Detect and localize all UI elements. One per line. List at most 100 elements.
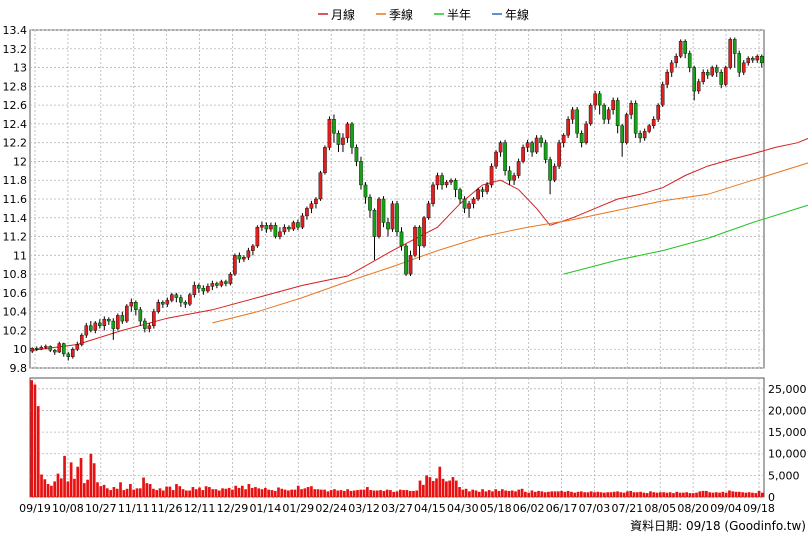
volume-bar — [43, 479, 47, 497]
candle-body — [651, 118, 656, 126]
volume-tick-label: 20,000 — [768, 404, 807, 417]
volume-bar — [734, 491, 738, 497]
volume-bar — [336, 490, 340, 497]
volume-bar — [682, 492, 685, 497]
price-tick-label: 10 — [13, 343, 27, 356]
volume-bar — [530, 490, 534, 497]
source-note: 資料日期: 09/18 (Goodinfo.tw) — [630, 519, 806, 533]
candle-body — [48, 346, 53, 351]
volume-bar — [494, 489, 498, 497]
candle-body — [449, 180, 453, 183]
candle-body — [399, 231, 404, 247]
volume-bar — [540, 491, 544, 497]
volume-bar — [106, 488, 109, 497]
price-tick-label: 12.6 — [3, 99, 28, 112]
date-tick-label: 09/18 — [743, 502, 775, 515]
price-tick-label: 10.2 — [3, 324, 28, 337]
date-tick-label: 04/15 — [414, 502, 446, 515]
candle-body — [170, 294, 174, 301]
date-tick-label: 04/30 — [447, 502, 479, 515]
candle-body — [129, 302, 134, 307]
volume-bar — [639, 491, 642, 497]
candle-body — [692, 67, 697, 92]
volume-bar — [461, 489, 465, 497]
candle-body — [588, 104, 593, 125]
volume-bar — [728, 490, 731, 497]
volume-bar — [583, 492, 586, 497]
volume-bar — [481, 489, 484, 497]
candle-body — [647, 125, 651, 132]
volume-bar — [148, 484, 152, 497]
volume-bar — [412, 490, 415, 497]
volume-bar — [524, 491, 527, 497]
candle-body — [197, 285, 201, 289]
volume-bar — [675, 491, 679, 497]
volume-bar — [642, 492, 646, 497]
volume-bar — [310, 486, 313, 497]
candle-body — [755, 56, 760, 61]
volume-bar — [382, 490, 386, 497]
volume-bar — [751, 492, 754, 497]
volume-bar — [711, 492, 715, 497]
candle-body — [336, 133, 341, 145]
volume-bar — [451, 477, 455, 497]
price-tick-label: 11 — [13, 249, 27, 262]
volume-bar — [102, 484, 106, 497]
legend-label: 半年 — [447, 8, 471, 22]
volume-bar — [313, 489, 317, 497]
volume-bar — [277, 487, 280, 497]
volume-bar — [129, 484, 132, 497]
volume-bar — [82, 483, 86, 497]
volume-bar — [468, 491, 471, 497]
date-tick-label: 07/21 — [612, 502, 644, 515]
candle-body — [147, 325, 152, 329]
candle-body — [557, 142, 561, 167]
volume-bar — [33, 384, 37, 497]
candle-body — [705, 72, 710, 76]
volume-bar — [40, 474, 43, 497]
volume-bar — [323, 489, 326, 497]
volume-bar — [658, 492, 662, 497]
volume-bar — [73, 478, 76, 497]
volume-bar — [649, 491, 652, 497]
date-tick-label: 12/11 — [184, 502, 216, 515]
volume-bar — [718, 492, 721, 497]
volume-bar — [339, 490, 343, 497]
candle-body — [368, 196, 372, 211]
candle-body — [183, 302, 188, 305]
candle-body — [43, 346, 48, 348]
price-tick-label: 10.4 — [3, 306, 28, 319]
volume-bar — [142, 477, 145, 497]
volume-tick-label: 15,000 — [768, 426, 807, 439]
volume-bar — [319, 489, 323, 497]
candle-body — [422, 217, 426, 247]
candle-body — [102, 318, 107, 326]
candle-body — [728, 39, 733, 68]
candle-body — [719, 72, 724, 85]
volume-bar — [300, 489, 303, 497]
volume-bar — [721, 491, 725, 497]
candle-body — [116, 315, 120, 329]
price-tick-label: 13 — [13, 62, 27, 75]
volume-bar — [56, 473, 60, 497]
volume-bar — [626, 491, 629, 497]
candle-body — [741, 62, 746, 73]
volume-bar — [283, 489, 287, 497]
volume-bar — [92, 463, 96, 497]
candle-body — [179, 297, 183, 303]
ma-line-1 — [212, 162, 808, 324]
candle-body — [395, 203, 399, 233]
volume-bar — [761, 492, 764, 497]
volume-bar — [438, 466, 442, 497]
volume-panel: 0 5,000 10,000 15,000 20,000 25,000 — [29, 377, 807, 504]
volume-bar — [135, 488, 139, 497]
volume-bar — [454, 480, 458, 497]
volume-bar — [474, 490, 478, 497]
volume-bar — [754, 493, 758, 497]
legend: 月線 季線 半年 年線 — [318, 7, 529, 22]
date-tick-label: 08/05 — [644, 502, 676, 515]
candle-body — [314, 198, 318, 204]
volume-bar — [629, 490, 633, 497]
volume-bar — [372, 490, 376, 497]
volume-bar — [507, 490, 511, 497]
